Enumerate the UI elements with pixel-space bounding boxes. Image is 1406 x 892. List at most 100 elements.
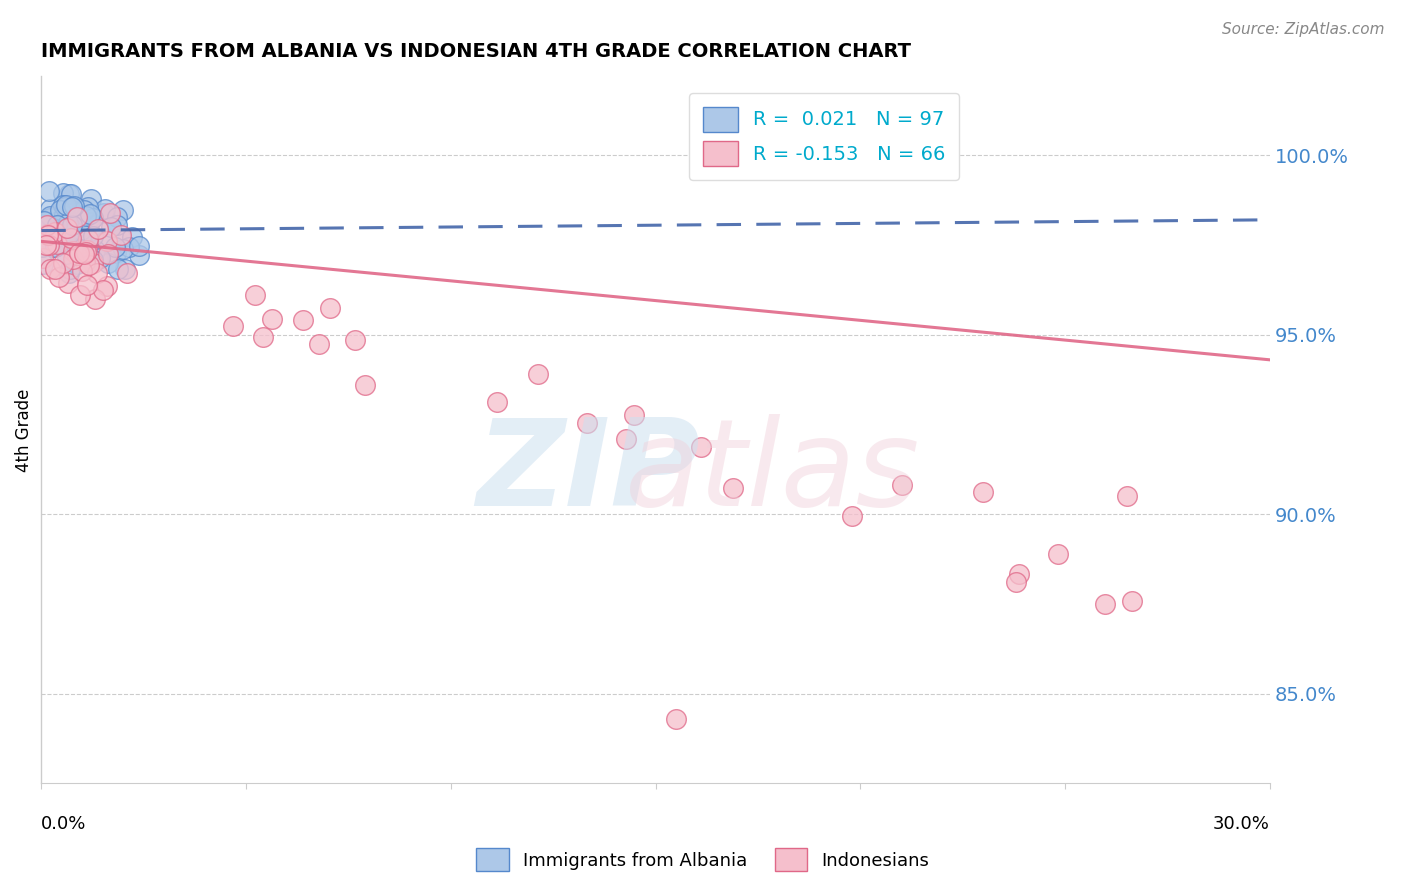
Point [87,252,110,266]
Point [55,247,77,261]
Point [69,245,91,260]
Point [37,235,59,249]
Point [93,206,115,220]
Point [59,262,82,277]
Point [62,201,84,215]
Point [77,200,100,214]
Point [689,440,711,454]
Point [31,257,53,271]
Point [70,219,93,234]
Point [110,227,132,242]
Point [39,202,62,216]
Point [527,368,550,382]
Point [67,237,90,252]
Point [53,222,76,236]
Point [344,334,367,348]
Point [93,284,115,298]
Point [75,242,97,256]
Point [62,244,84,259]
Point [1121,593,1143,607]
Point [96,279,118,293]
Point [48,203,70,218]
Text: ZIP: ZIP [477,414,700,531]
Point [1047,547,1070,561]
Point [75,209,97,223]
Point [41,224,63,238]
Point [55,198,77,212]
Point [51,213,73,227]
Legend: R =  0.021   N = 97, R = -0.153   N = 66: R = 0.021 N = 97, R = -0.153 N = 66 [689,93,959,180]
Point [292,313,315,327]
Y-axis label: 4th Grade: 4th Grade [15,388,32,472]
Point [121,230,143,244]
Point [32,252,55,266]
Point [58,227,80,241]
Point [55,230,77,244]
Point [37,227,59,242]
Point [60,218,83,232]
Point [52,208,75,222]
Point [221,318,243,333]
Point [63,255,86,269]
Point [111,203,134,218]
Point [70,235,93,249]
Point [75,247,97,261]
Point [721,481,744,495]
Point [58,216,80,230]
Point [128,248,150,262]
Point [39,211,62,225]
Text: 0.0%: 0.0% [41,815,87,833]
Point [44,235,66,250]
Point [65,210,87,224]
Point [37,218,59,232]
Point [55,200,77,214]
Point [105,218,128,232]
Point [56,226,79,240]
Point [79,207,101,221]
Text: Source: ZipAtlas.com: Source: ZipAtlas.com [1222,22,1385,37]
Point [44,240,66,254]
Point [70,223,93,237]
Point [66,248,89,262]
Point [70,229,93,244]
Point [52,256,75,270]
Point [60,186,83,201]
Point [66,257,89,271]
Point [72,202,94,217]
Point [1115,489,1137,503]
Point [118,240,141,254]
Point [48,230,70,244]
Point [48,270,70,285]
Point [82,252,104,267]
Point [891,478,914,492]
Point [32,220,55,235]
Point [56,218,79,232]
Point [58,266,80,280]
Point [62,242,84,256]
Point [485,395,508,409]
Point [56,277,79,291]
Point [94,202,117,216]
Point [56,232,79,246]
Point [252,330,274,344]
Point [52,215,75,229]
Point [31,240,53,254]
Point [623,408,645,422]
Point [91,235,114,249]
Point [63,225,86,239]
Text: IMMIGRANTS FROM ALBANIA VS INDONESIAN 4TH GRADE CORRELATION CHART: IMMIGRANTS FROM ALBANIA VS INDONESIAN 4T… [41,42,911,61]
Point [128,239,150,253]
Point [82,211,104,225]
Point [86,266,108,280]
Point [82,256,104,270]
Point [82,228,104,243]
Point [105,245,128,260]
Point [1094,597,1116,611]
Point [1008,567,1031,582]
Point [111,242,134,256]
Point [84,244,107,258]
Point [66,241,89,255]
Point [53,228,76,243]
Point [77,258,100,272]
Point [38,237,60,252]
